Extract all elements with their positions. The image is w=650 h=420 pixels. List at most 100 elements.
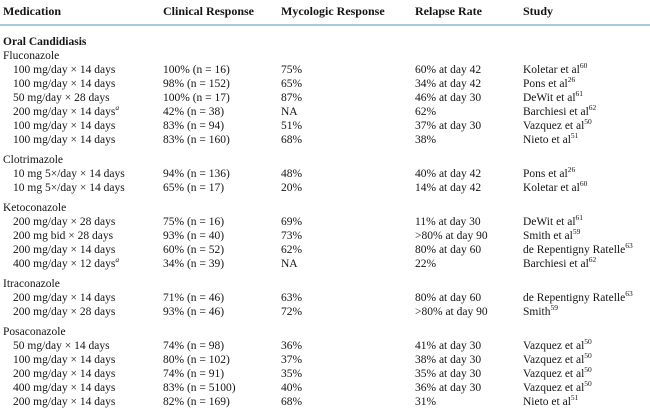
medication-cell: 100 mg/day × 14 days [0, 133, 163, 147]
clinical-response-cell: 42% (n = 38) [163, 105, 281, 119]
relapse-rate-cell-text: >80% at day 90 [415, 306, 488, 318]
relapse-rate-cell: 35% at day 30 [415, 367, 523, 381]
study-cell: de Repentigny Ratelle63 [523, 291, 650, 305]
table-row: 10 mg 5×/day × 14 days 65% (n = 17) 20% 14%… [0, 181, 650, 195]
relapse-rate-cell: 22% [415, 257, 523, 271]
mycologic-response-cell: 37% [281, 353, 415, 367]
medication-cell: 400 mg/day × 12 daysa [0, 257, 163, 271]
mycologic-response-cell-text: 65% [281, 78, 303, 90]
study-cell: Pons et al26 [523, 77, 650, 91]
medication-cell-text: 200 mg/day × 14 days [13, 106, 116, 118]
clinical-response-cell: 100% (n = 16) [163, 63, 281, 77]
clinical-response-cell: 65% (n = 17) [163, 181, 281, 195]
section-row: Ketoconazole [0, 201, 650, 215]
mycologic-response-cell-text: 20% [281, 182, 303, 194]
section-label: Clotrimazole [3, 154, 64, 166]
clinical-response-cell: 93% (n = 46) [163, 305, 281, 319]
relapse-rate-cell-text: 80% at day 60 [415, 244, 482, 256]
clinical-response-cell: 74% (n = 98) [163, 339, 281, 353]
table-row: 100 mg/day × 14 days 100% (n = 16) 75% 60% … [0, 63, 650, 77]
study-cell: Vazquez et al50 [523, 119, 650, 133]
table-row: 400 mg/day × 14 days 83% (n = 5100) 40% 36%… [0, 381, 650, 395]
table-row: 100 mg/day × 14 days 80% (n = 102) 37% 38% … [0, 353, 650, 367]
study-cell-text: Koletar et al [523, 64, 580, 76]
table-row: 200 mg/day × 28 days 75% (n = 16) 69% 11% a… [0, 215, 650, 229]
relapse-rate-cell-text: 37% at day 30 [415, 120, 482, 132]
col-header-clinical-response: Clinical Response [163, 4, 255, 18]
citation-superscript: 51 [570, 133, 579, 141]
mycologic-response-cell-text: 36% [281, 340, 303, 352]
citation-superscript: 63 [625, 291, 633, 299]
citation-superscript: 50 [584, 339, 592, 347]
clinical-response-cell: 75% (n = 16) [163, 215, 281, 229]
mycologic-response-cell-text: 35% [281, 368, 303, 380]
relapse-rate-cell-text: 35% at day 30 [415, 368, 482, 380]
relapse-rate-cell: 80% at day 60 [415, 243, 523, 257]
col-header-relapse-rate: Relapse Rate [415, 4, 482, 18]
mycologic-response-cell: NA [281, 105, 415, 119]
table-row: 200 mg/day × 14 days 74% (n = 91) 35% 35% a… [0, 367, 650, 381]
clinical-response-cell-text: 34% (n = 39) [163, 258, 225, 270]
medication-cell: 200 mg/day × 28 days [0, 215, 163, 229]
mycologic-response-cell-text: 63% [281, 292, 303, 304]
mycologic-response-cell: 73% [281, 229, 415, 243]
study-cell: Nieto et al51 [523, 133, 650, 147]
relapse-rate-cell-text: 40% at day 42 [415, 168, 482, 180]
mycologic-response-cell-text: 48% [281, 168, 303, 180]
clinical-response-cell-text: 93% (n = 40) [163, 230, 225, 242]
clinical-response-cell: 74% (n = 91) [163, 367, 281, 381]
study-cell-text: Barchiesi et al [523, 258, 589, 270]
medication-cell-text: 200 mg/day × 28 days [13, 216, 116, 228]
medication-cell-text: 400 mg/day × 12 days [13, 258, 116, 270]
citation-superscript: 62 [588, 257, 597, 265]
clinical-response-cell-text: 75% (n = 16) [163, 216, 225, 228]
mycologic-response-cell: 65% [281, 77, 415, 91]
study-cell: Smith et al59 [523, 229, 650, 243]
clinical-response-cell: 60% (n = 52) [163, 243, 281, 257]
relapse-rate-cell-text: 46% at day 30 [415, 92, 482, 104]
study-cell-text: Vazquez et al [523, 368, 585, 380]
citation-superscript: 60 [579, 181, 588, 189]
study-cell: Smith59 [523, 305, 650, 319]
study-cell: Vazquez et al50 [523, 339, 650, 353]
study-cell: Barchiesi et al62 [523, 257, 650, 271]
mycologic-response-cell: 35% [281, 367, 415, 381]
clinical-response-cell: 34% (n = 39) [163, 257, 281, 271]
clinical-response-cell-text: 71% (n = 46) [163, 292, 225, 304]
mycologic-response-cell: 68% [281, 133, 415, 147]
medication-cell-text: 50 mg/day × 14 days [13, 340, 110, 352]
citation-superscript: 63 [625, 243, 633, 251]
clinical-response-cell: 94% (n = 136) [163, 167, 281, 181]
section-label: Oral Candidiasis [3, 36, 87, 48]
medication-cell-text: 200 mg/day × 14 days [13, 396, 116, 408]
medication-cell: 200 mg/day × 14 days [0, 243, 163, 257]
medication-cell-text: 100 mg/day × 14 days [13, 64, 116, 76]
mycologic-response-cell: 69% [281, 215, 415, 229]
study-cell-text: Koletar et al [523, 182, 580, 194]
medication-cell: 100 mg/day × 14 days [0, 353, 163, 367]
medication-cell-text: 200 mg/day × 14 days [13, 292, 116, 304]
medication-cell: 100 mg/day × 14 days [0, 63, 163, 77]
section-label: Ketoconazole [3, 202, 67, 214]
medication-cell: 10 mg 5×/day × 14 days [0, 181, 163, 195]
mycologic-response-cell-text: 87% [281, 92, 303, 104]
relapse-rate-cell: 11% at day 30 [415, 215, 523, 229]
study-cell-text: Vazquez et al [523, 382, 585, 394]
medication-cell-text: 200 mg/day × 14 days [13, 368, 116, 380]
study-cell-text: Nieto et al [523, 134, 571, 146]
relapse-rate-cell-text: 31% [415, 396, 437, 408]
clinical-response-cell-text: 82% (n = 169) [163, 396, 230, 408]
mycologic-response-cell-text: 73% [281, 230, 303, 242]
citation-superscript: 50 [584, 381, 592, 389]
study-cell: Koletar et al60 [523, 63, 650, 77]
clinical-response-cell-text: 98% (n = 152) [163, 78, 230, 90]
section-label: Fluconazole [3, 50, 60, 62]
mycologic-response-cell: 40% [281, 381, 415, 395]
relapse-rate-cell-text: 22% [415, 258, 437, 270]
citation-superscript: 50 [584, 353, 592, 361]
study-cell: DeWit et al61 [523, 91, 650, 105]
relapse-rate-cell-text: 80% at day 60 [415, 292, 482, 304]
section-row: Fluconazole [0, 49, 650, 63]
clinical-response-cell-text: 60% (n = 52) [163, 244, 225, 256]
clinical-response-cell-text: 83% (n = 160) [163, 134, 230, 146]
